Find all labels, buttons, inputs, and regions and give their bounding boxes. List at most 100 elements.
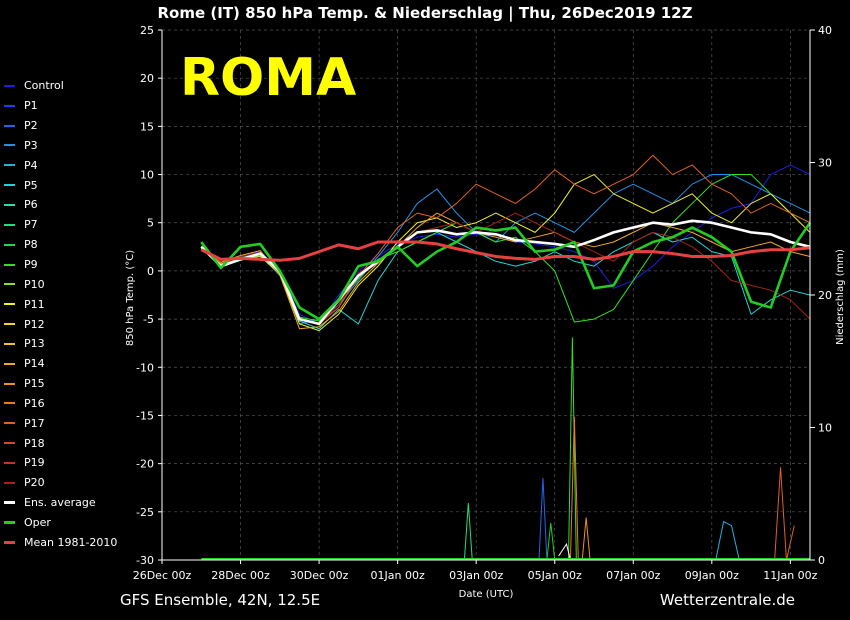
legend-label: P6 <box>24 198 38 212</box>
legend: Control P1 P2 P3 P4 P5 P6 P7 P8 P9 P10 P11 P12 P13 P14… <box>4 76 117 552</box>
legend-swatch <box>4 481 15 484</box>
legend-swatch <box>4 84 15 87</box>
x-tick-label: 26Dec 00z <box>133 569 192 582</box>
legend-swatch <box>4 263 15 266</box>
legend-item: P17 <box>4 413 117 433</box>
y-tick-label: -10 <box>136 361 154 374</box>
legend-swatch <box>4 184 15 187</box>
series-p3 <box>200 174 811 325</box>
precipitation-layer <box>201 337 810 561</box>
legend-swatch <box>4 342 15 345</box>
grid <box>161 29 810 561</box>
series-p11 <box>200 174 811 332</box>
legend-label: P9 <box>24 258 38 272</box>
legend-label: P5 <box>24 178 38 192</box>
y-tick-label: 10 <box>140 169 154 182</box>
legend-label: P18 <box>24 436 45 450</box>
y-tick-label: 0 <box>147 265 154 278</box>
x-tick-label: 03Jan 00z <box>449 569 503 582</box>
legend-swatch <box>4 283 15 286</box>
legend-swatch <box>4 323 15 326</box>
legend-label: P16 <box>24 396 45 410</box>
legend-swatch <box>4 223 15 226</box>
y2-tick-label: 20 <box>818 289 832 302</box>
legend-swatch <box>4 442 15 445</box>
y-tick-label: -20 <box>136 458 154 471</box>
legend-item: P6 <box>4 195 117 215</box>
x-tick-label: 05Jan 00z <box>528 569 582 582</box>
x-tick-label: 09Jan 00z <box>685 569 739 582</box>
legend-swatch <box>4 422 15 425</box>
legend-item: P10 <box>4 274 117 294</box>
y-tick-label: 20 <box>140 72 154 85</box>
legend-label: Control <box>24 79 64 93</box>
source-credit: Wetterzentrale.de <box>659 591 795 609</box>
x-tick-label: 07Jan 00z <box>606 569 660 582</box>
legend-item: P4 <box>4 155 117 175</box>
legend-item: Control <box>4 76 117 96</box>
axes: 25 20 15 10 5 0 -5 -10 -15 -20 -25 -30 26Dec 00z 28De… <box>133 24 832 582</box>
legend-item: P19 <box>4 453 117 473</box>
legend-label: P1 <box>24 99 38 113</box>
legend-swatch <box>4 303 15 306</box>
y-tick-label: 25 <box>140 24 154 37</box>
x-tick-label: 30Dec 00z <box>290 569 349 582</box>
legend-item: P5 <box>4 175 117 195</box>
legend-label: P2 <box>24 119 38 133</box>
series-p5 <box>200 231 811 330</box>
legend-swatch <box>4 203 15 206</box>
precip-oper <box>546 522 559 561</box>
legend-swatch <box>4 144 15 147</box>
legend-item: P14 <box>4 354 117 374</box>
legend-label: P19 <box>24 456 45 470</box>
legend-swatch <box>4 104 15 107</box>
legend-label: P20 <box>24 476 45 490</box>
legend-item: P11 <box>4 294 117 314</box>
legend-swatch <box>4 382 15 385</box>
legend-item: P2 <box>4 116 117 136</box>
legend-label: P13 <box>24 337 45 351</box>
legend-swatch <box>4 164 15 167</box>
y-tick-label: -25 <box>136 506 154 519</box>
legend-item: Mean 1981-2010 <box>4 532 117 552</box>
legend-item: P16 <box>4 394 117 414</box>
series-mean_1981_2010 <box>200 240 811 262</box>
y-tick-label: -5 <box>143 313 154 326</box>
y2-axis-label: Niederschlag (mm) <box>835 249 846 345</box>
legend-item: P8 <box>4 235 117 255</box>
legend-item: Oper <box>4 513 117 533</box>
x-tick-label: 01Jan 00z <box>371 569 425 582</box>
legend-label: P3 <box>24 138 38 152</box>
precip-p9 <box>567 337 581 561</box>
legend-label: P10 <box>24 277 45 291</box>
precip-p2 <box>538 477 551 561</box>
precip-ens_average <box>558 542 575 561</box>
y-tick-label: -30 <box>136 554 154 567</box>
legend-swatch <box>4 402 15 405</box>
legend-label: P14 <box>24 357 45 371</box>
model-info: GFS Ensemble, 42N, 12.5E <box>120 591 321 609</box>
legend-item: P12 <box>4 314 117 334</box>
legend-item: P18 <box>4 433 117 453</box>
y-axis-label: 850 hPa Temp. (°C) <box>125 250 136 346</box>
y2-tick-label: 40 <box>818 24 832 37</box>
legend-item: P13 <box>4 334 117 354</box>
legend-item: P20 <box>4 473 117 493</box>
legend-label: P7 <box>24 218 38 232</box>
legend-label: P17 <box>24 416 45 430</box>
y-tick-label: 15 <box>140 120 154 133</box>
legend-item: P7 <box>4 215 117 235</box>
legend-swatch <box>4 461 15 464</box>
legend-label: P11 <box>24 297 45 311</box>
legend-label: Mean 1981-2010 <box>24 535 118 549</box>
legend-label: P8 <box>24 238 38 252</box>
legend-swatch <box>4 124 15 127</box>
precip-p4 <box>715 520 740 561</box>
legend-label: P4 <box>24 158 38 172</box>
legend-label: Ens. average <box>24 496 96 510</box>
legend-swatch <box>4 540 15 544</box>
legend-swatch <box>4 520 15 524</box>
x-tick-label: 11Jan 00z <box>763 569 817 582</box>
series-oper <box>200 221 812 321</box>
